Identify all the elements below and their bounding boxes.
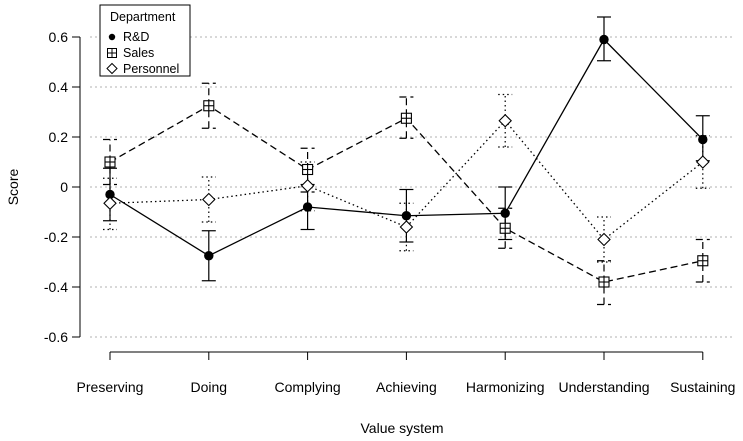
data-point-sales bbox=[499, 222, 511, 234]
data-point-rd bbox=[204, 251, 214, 261]
legend-marker-rd bbox=[108, 33, 116, 41]
y-tick-label: 0.6 bbox=[49, 29, 69, 45]
data-points bbox=[103, 34, 710, 288]
axis-titles: Value system Score bbox=[5, 169, 444, 436]
x-tick-label: Doing bbox=[191, 379, 228, 395]
data-point-sales bbox=[104, 156, 116, 168]
data-point-rd bbox=[401, 211, 412, 221]
legend-label-personnel: Personnel bbox=[123, 62, 179, 76]
x-tick-label: Preserving bbox=[77, 379, 144, 395]
error-bar-sales bbox=[695, 238, 710, 283]
legend-label-sales: Sales bbox=[123, 46, 154, 60]
data-point-personnel bbox=[399, 220, 414, 234]
legend: Department R&D Sales Personnel bbox=[99, 4, 191, 77]
data-point-rd bbox=[302, 202, 313, 212]
y-tick-label: -0.2 bbox=[44, 229, 68, 245]
x-tick-label: Sustaining bbox=[670, 379, 735, 395]
x-tick-label: Harmonizing bbox=[466, 379, 545, 395]
y-tick-label: -0.4 bbox=[44, 279, 68, 295]
x-tick-label: Achieving bbox=[376, 379, 437, 395]
y-axis-title: Score bbox=[5, 169, 21, 206]
data-point-rd bbox=[500, 208, 510, 218]
x-tick-label: Understanding bbox=[558, 379, 649, 395]
grid-lines bbox=[90, 36, 735, 338]
legend-marker-sales bbox=[107, 48, 117, 58]
y-tick-label: 0 bbox=[60, 179, 68, 195]
error-bar-sales bbox=[399, 96, 414, 139]
error-bars bbox=[103, 16, 710, 306]
data-point-rd bbox=[698, 134, 708, 145]
data-point-sales bbox=[302, 163, 314, 176]
data-point-personnel bbox=[696, 155, 710, 169]
x-axis-title: Value system bbox=[361, 420, 444, 436]
legend-label-rd: R&D bbox=[123, 30, 149, 44]
data-point-sales bbox=[400, 112, 412, 124]
data-point-sales bbox=[203, 100, 215, 112]
data-point-personnel bbox=[103, 196, 117, 211]
data-point-personnel bbox=[597, 232, 611, 247]
x-tick-label: Complying bbox=[275, 379, 341, 395]
legend-box bbox=[99, 4, 191, 77]
data-point-rd bbox=[599, 34, 609, 45]
data-point-sales bbox=[697, 255, 709, 267]
data-point-personnel bbox=[498, 113, 512, 128]
data-point-personnel bbox=[202, 192, 216, 207]
y-tick-label: -0.6 bbox=[44, 329, 68, 345]
axes: -0.6 -0.4 -0.2 0 0.2 0.4 0.6 Preserving Doing Com… bbox=[44, 29, 736, 395]
legend-title: Department bbox=[110, 10, 176, 24]
y-tick-label: 0.4 bbox=[49, 79, 69, 95]
data-point-sales bbox=[598, 276, 610, 288]
y-tick-label: 0.2 bbox=[49, 129, 69, 145]
legend-marker-personnel bbox=[106, 62, 118, 75]
data-point-personnel bbox=[300, 178, 315, 193]
